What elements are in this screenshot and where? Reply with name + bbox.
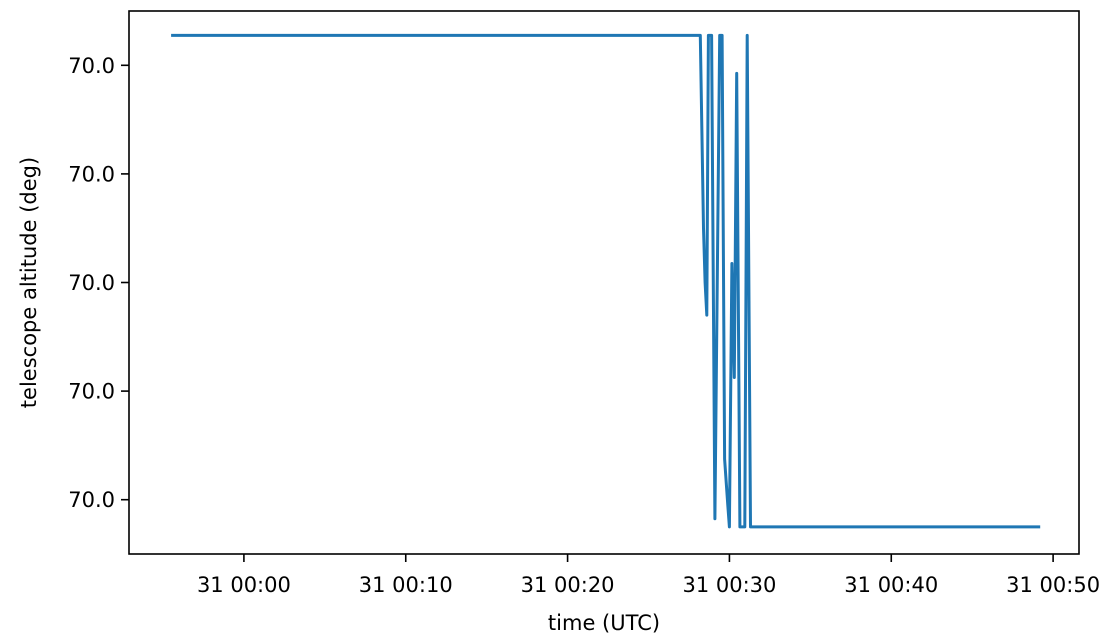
x-tick-label-2: 31 00:20 <box>521 573 615 597</box>
y-tick-label-0: 70.0 <box>68 54 115 78</box>
x-axis: 31 00:00 31 00:10 31 00:20 31 00:30 31 00:40… <box>197 554 1100 597</box>
y-tick-label-4: 70.0 <box>68 488 115 512</box>
x-tick-label-4: 31 00:40 <box>844 573 938 597</box>
x-tick-label-1: 31 00:10 <box>359 573 453 597</box>
x-tick-label-3: 31 00:30 <box>682 573 776 597</box>
plot-background <box>129 11 1079 554</box>
series-layer <box>171 33 1041 529</box>
y-tick-label-3: 70.0 <box>68 380 115 404</box>
y-tick-label-2: 70.0 <box>68 271 115 295</box>
series-line-0 <box>171 33 1041 529</box>
x-tick-label-5: 31 00:50 <box>1006 573 1100 597</box>
x-tick-label-0: 31 00:00 <box>197 573 291 597</box>
y-axis: 70.0 70.0 70.0 70.0 70.0 <box>68 54 129 512</box>
y-tick-label-1: 70.0 <box>68 162 115 186</box>
y-axis-label: telescope altitude (deg) <box>17 157 41 408</box>
x-axis-label: time (UTC) <box>548 611 660 635</box>
